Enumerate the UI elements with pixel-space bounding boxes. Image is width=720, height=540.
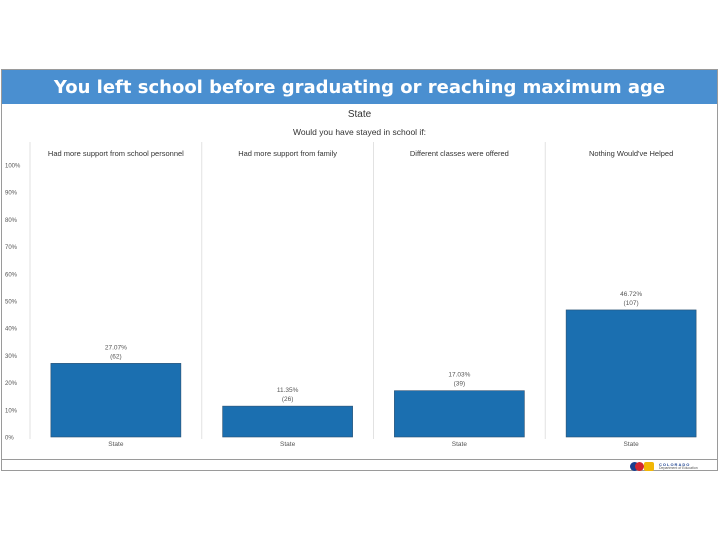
x-tick-label: State (452, 441, 468, 448)
y-tick-label: 60% (5, 272, 18, 278)
bar-chart: 0% 10% 20% 30% 40% 50% 60% 70% 80% 90% 100% Had mor… (5, 142, 697, 448)
bar-count-label: (26) (282, 396, 294, 403)
chart-frame: You left school before graduating or rea… (1, 69, 718, 471)
chart-question: Would you have stayed in school if: (292, 127, 427, 137)
bar-value-label: 17.03% (448, 372, 470, 379)
bar (565, 309, 697, 438)
panel-header: Had more support from school personnel (48, 149, 184, 158)
panel-header: Nothing Would've Helped (589, 149, 673, 158)
panel-header: Had more support from family (238, 149, 337, 158)
footer-divider (2, 459, 717, 460)
y-tick-label: 100% (5, 164, 21, 170)
y-tick-label: 80% (5, 218, 18, 224)
logo-line-1: COLORADO (659, 461, 691, 467)
y-tick-label: 90% (5, 191, 18, 197)
bar-count-label: (62) (110, 353, 122, 360)
bar (222, 405, 353, 438)
y-tick-label: 40% (5, 327, 18, 333)
panel-header: Different classes were offered (410, 149, 509, 158)
bar-value-label: 27.07% (105, 344, 127, 351)
bar-count-label: (107) (624, 300, 639, 307)
chart-title: You left school before graduating or rea… (2, 70, 717, 104)
x-tick-label: State (624, 441, 640, 448)
logo-line-2: Department of Education (659, 465, 698, 470)
bar (394, 390, 525, 438)
y-tick-label: 30% (5, 354, 18, 360)
bar-value-label: 11.35% (277, 387, 299, 394)
y-tick-label: 70% (5, 245, 18, 251)
bar-value-label: 46.72% (620, 291, 642, 298)
x-tick-label: State (108, 441, 124, 448)
y-tick-label: 0% (5, 436, 14, 442)
y-tick-label: 10% (5, 408, 18, 414)
chart-subtitle: State (347, 109, 372, 120)
y-tick-label: 50% (5, 300, 18, 306)
y-tick-label: 20% (5, 381, 18, 387)
colorado-logo-icon (630, 461, 656, 472)
x-tick-label: State (280, 441, 296, 448)
bar (50, 363, 182, 438)
cde-logo: COLORADO Department of Education (630, 461, 716, 472)
bar-count-label: (39) (454, 381, 466, 388)
